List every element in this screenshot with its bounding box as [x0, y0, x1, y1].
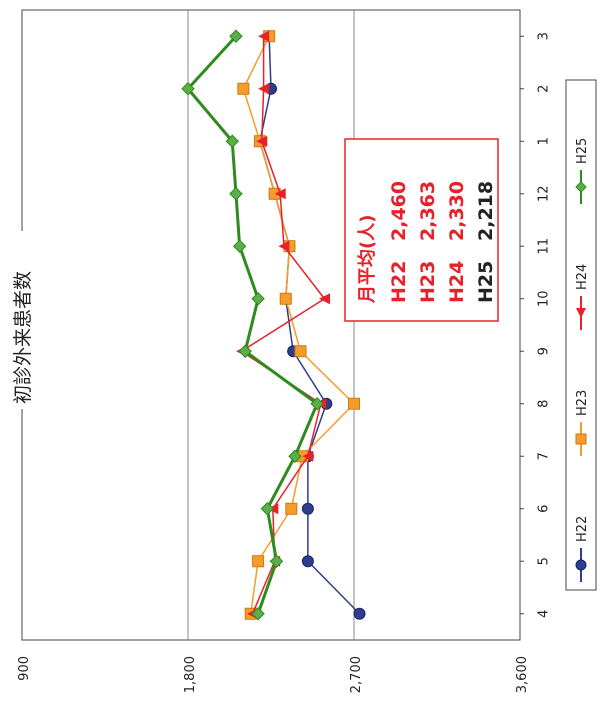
- data-point: [294, 345, 307, 358]
- average-annotation-box: 月平均(人) H22 2,460 H23 2,363 H24 2,330 H25 2,218: [344, 138, 499, 322]
- data-point: [301, 555, 314, 568]
- data-point: [238, 344, 252, 358]
- series-line: [186, 35, 319, 615]
- data-point: [348, 397, 360, 410]
- legend-marker: [575, 181, 587, 193]
- data-point: [225, 134, 239, 148]
- x-tick-label: 1: [537, 137, 552, 145]
- x-tick-label: 12: [537, 185, 552, 202]
- legend: H22 H23 H24 H25: [565, 79, 597, 591]
- data-point: [256, 135, 268, 147]
- data-point: [258, 30, 270, 42]
- legend-label: H22: [575, 516, 590, 542]
- data-point: [318, 293, 330, 305]
- data-point: [229, 29, 243, 43]
- data-point: [237, 82, 250, 95]
- data-point: [285, 502, 298, 515]
- data-point: [229, 187, 243, 201]
- data-point: [232, 239, 247, 253]
- legend-label: H25: [575, 138, 590, 164]
- annotation-border: [344, 138, 499, 322]
- annotation-label: H25: [475, 261, 497, 303]
- chart-title-group: 初診外来患者数: [12, 231, 34, 409]
- data-point: [269, 554, 284, 568]
- legend-item-h24: H24: [575, 264, 590, 330]
- plot-area: [21, 9, 521, 641]
- chart-title: 初診外来患者数: [12, 271, 34, 404]
- x-tick-label: 11: [537, 238, 552, 255]
- x-tick-label: 3: [537, 32, 552, 40]
- x-tick-label: 7: [537, 452, 552, 460]
- x-tick-label: 5: [537, 557, 552, 565]
- data-point: [258, 83, 270, 95]
- y-tick-label: 1,800: [183, 656, 198, 693]
- data-point: [251, 607, 265, 621]
- legend-item-h22: H22: [575, 516, 590, 582]
- y-axis-ticks: 3,600 2,700 1,800 900: [17, 656, 530, 693]
- legend-label: H23: [575, 390, 590, 416]
- data-point: [310, 397, 324, 411]
- data-point: [251, 292, 265, 306]
- x-tick-label: 4: [537, 610, 552, 618]
- data-point: [279, 292, 292, 305]
- annotation-label: H24: [446, 261, 468, 303]
- data-point: [302, 450, 314, 462]
- x-tick-label: 8: [537, 400, 552, 408]
- annotation-value: 2,363: [417, 181, 439, 241]
- legend-marker: [575, 433, 587, 445]
- data-point: [181, 82, 195, 96]
- x-tick-label: 6: [537, 505, 552, 513]
- legend-label: H24: [575, 264, 590, 290]
- y-tick-label: 3,600: [515, 656, 530, 693]
- series-h25: [181, 29, 324, 621]
- data-point: [301, 502, 314, 515]
- data-point: [252, 555, 265, 568]
- annotation-heading: 月平均(人): [356, 215, 378, 304]
- annotation-value: 2,460: [388, 181, 410, 241]
- data-point: [260, 502, 275, 516]
- y-tick-label: 900: [17, 656, 32, 681]
- series-layer: [181, 29, 366, 621]
- x-tick-label: 2: [537, 85, 552, 93]
- legend-item-h25: H25: [575, 138, 590, 204]
- series-line: [242, 35, 355, 614]
- legend-marker: [575, 559, 587, 571]
- x-tick-label: 9: [537, 347, 552, 355]
- data-point: [274, 188, 286, 200]
- annotation-value: 2,330: [446, 181, 468, 241]
- annotation-label: H22: [388, 261, 410, 303]
- legend-border: [565, 79, 597, 591]
- data-point: [288, 449, 302, 463]
- x-tick-label: 10: [537, 290, 552, 307]
- data-point: [353, 607, 366, 620]
- annotation-label: H23: [417, 261, 439, 303]
- series-line: [240, 36, 326, 615]
- data-point: [278, 240, 290, 252]
- legend-item-h23: H23: [575, 390, 590, 456]
- legend-marker: [576, 308, 586, 318]
- annotation-value: 2,218: [475, 181, 497, 241]
- grid-lines: [187, 10, 355, 640]
- y-tick-label: 2,700: [349, 656, 364, 693]
